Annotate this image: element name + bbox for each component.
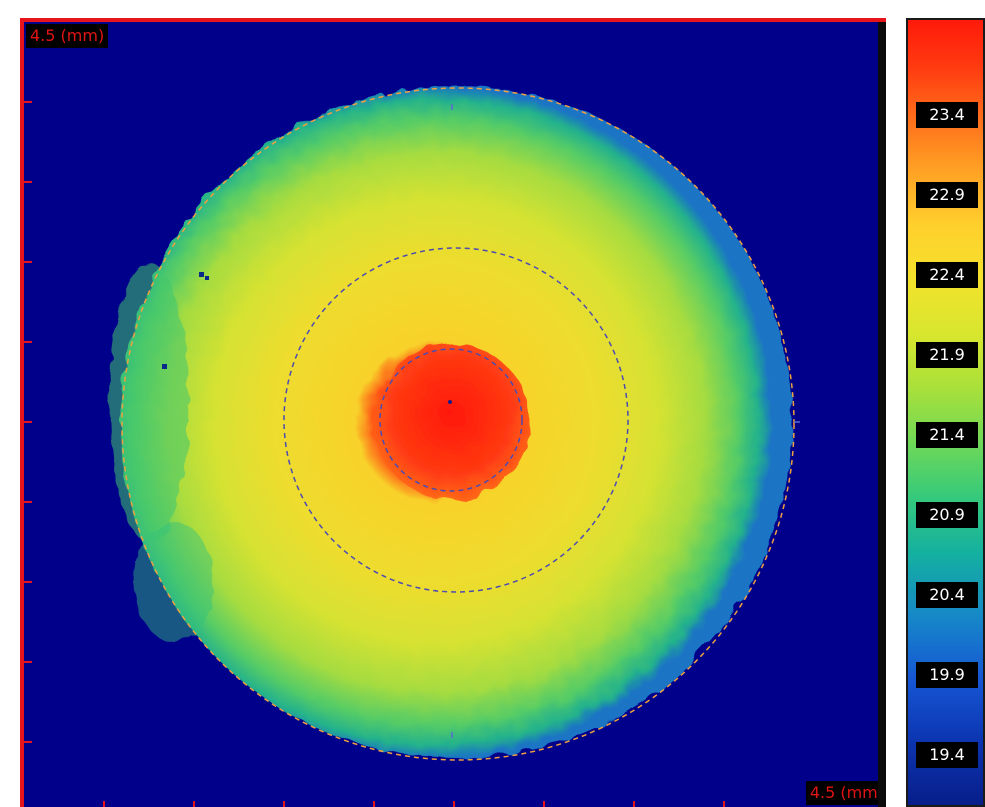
- bottom-tick-marks: [103, 801, 725, 807]
- legend-label: 23.4: [916, 102, 978, 128]
- legend-label: 19.4: [916, 742, 978, 768]
- left-tick-marks: [24, 101, 32, 743]
- bottom-right-scale-label: 4.5 (mm): [805, 781, 888, 805]
- color-map-canvas[interactable]: [24, 22, 890, 807]
- color-scale-legend: 23.4 22.9 22.4 21.9 21.4 20.9 20.4 19.9 …: [906, 18, 985, 807]
- top-left-scale-label: 4.5 (mm): [26, 24, 109, 48]
- legend-label: 22.9: [916, 182, 978, 208]
- map-right-border: [878, 22, 886, 807]
- inner-reference-circle: [379, 348, 523, 492]
- thickness-disk: [109, 86, 792, 758]
- legend-label: 21.4: [916, 422, 978, 448]
- outer-reference-circle: [121, 87, 795, 761]
- legend-label: 22.4: [916, 262, 978, 288]
- top-strip: [0, 0, 985, 18]
- artifact-specks: [162, 272, 209, 369]
- legend-label: 20.9: [916, 502, 978, 528]
- center-marker: [448, 400, 452, 404]
- legend-label: 20.4: [916, 582, 978, 608]
- legend-label: 19.9: [916, 662, 978, 688]
- legend-label: 21.9: [916, 342, 978, 368]
- color-map-panel[interactable]: 4.5 (mm) 4.5 (mm): [20, 18, 890, 807]
- panel-gap: [886, 18, 908, 807]
- middle-reference-circle: [283, 247, 629, 593]
